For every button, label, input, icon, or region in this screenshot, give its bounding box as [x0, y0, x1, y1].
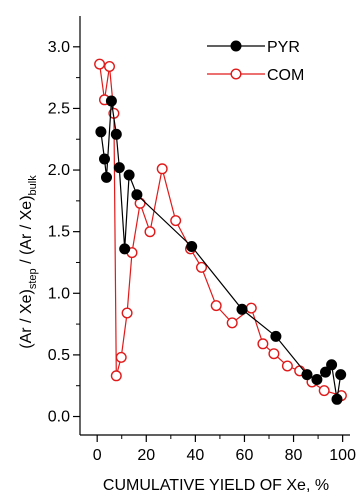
y-axis-title: (Ar / Xe)step / (Ar / Xe)bulk — [18, 175, 39, 349]
data-point-pyr — [270, 330, 282, 342]
data-point-com — [144, 226, 156, 238]
data-point-pyr — [320, 366, 331, 378]
legend: PYR COM — [207, 39, 304, 84]
axes — [79, 16, 350, 436]
data-point-pyr — [99, 153, 110, 165]
data-point-com — [257, 338, 269, 350]
data-point-com — [170, 215, 182, 227]
y-axis-title-part1: (Ar / Xe) — [18, 289, 35, 349]
x-tick-label: 0 — [93, 447, 102, 464]
y-tick-label: 0.0 — [48, 409, 70, 426]
data-point-com — [210, 300, 222, 312]
data-point-pyr — [335, 369, 347, 381]
data-point-com — [103, 61, 115, 73]
y-tick-label: 2.5 — [48, 100, 70, 117]
legend-item-com: COM — [207, 67, 304, 84]
data-point-pyr — [131, 189, 143, 201]
legend-label: PYR — [267, 39, 300, 56]
x-tick-label: 80 — [285, 447, 303, 464]
data-point-pyr — [236, 303, 248, 315]
x-tick-label: 60 — [236, 447, 254, 464]
data-point-com — [121, 307, 133, 319]
y-tick-label: 1.0 — [48, 285, 70, 302]
data-point-pyr — [123, 169, 135, 181]
y-tick-label: 0.5 — [48, 347, 70, 364]
series-line-com — [99, 64, 342, 397]
data-point-com — [195, 261, 207, 273]
data-point-pyr — [110, 128, 122, 140]
series-layer — [94, 58, 347, 405]
x-tick-label: 40 — [186, 447, 204, 464]
data-point-pyr — [119, 243, 131, 255]
data-point-com — [110, 370, 122, 382]
data-point-com — [156, 163, 168, 175]
legend-marker — [230, 68, 242, 80]
data-point-com — [268, 348, 280, 360]
data-point-pyr — [186, 241, 198, 252]
x-tick-label: 100 — [329, 447, 356, 464]
y-tick-label: 3.0 — [48, 39, 70, 56]
data-point-com — [115, 351, 127, 363]
x-tick-label: 20 — [137, 447, 155, 464]
data-point-com — [245, 302, 257, 314]
data-point-pyr — [101, 171, 112, 183]
x-axis-title: CUMULATIVE YIELD OF Xe, % — [103, 477, 329, 494]
y-tick-label: 2.0 — [48, 162, 70, 179]
y-tick-label: 1.5 — [48, 224, 70, 241]
legend-marker — [230, 40, 242, 52]
data-point-pyr — [105, 95, 117, 107]
data-point-com — [94, 58, 106, 70]
series-com — [94, 58, 347, 402]
y-axis-title-sub2: bulk — [27, 175, 39, 196]
data-point-pyr — [326, 359, 338, 371]
data-point-com — [318, 385, 330, 397]
y-axis-title-part2: / (Ar / Xe) — [18, 195, 35, 268]
series-pyr — [95, 95, 347, 405]
data-point-pyr — [95, 126, 107, 138]
legend-label: COM — [267, 67, 304, 84]
data-point-pyr — [113, 162, 125, 174]
data-point-pyr — [331, 393, 343, 405]
ticks: 0.0 0.5 1.0 1.5 2.0 2.5 3.0 0 20 40 60 80 100 — [48, 39, 356, 464]
data-point-com — [281, 360, 293, 372]
data-point-com — [226, 317, 238, 329]
legend-item-pyr: PYR — [207, 39, 300, 56]
y-axis-title-sub1: step — [27, 268, 39, 289]
data-point-pyr — [301, 369, 313, 381]
data-point-pyr — [311, 374, 323, 385]
